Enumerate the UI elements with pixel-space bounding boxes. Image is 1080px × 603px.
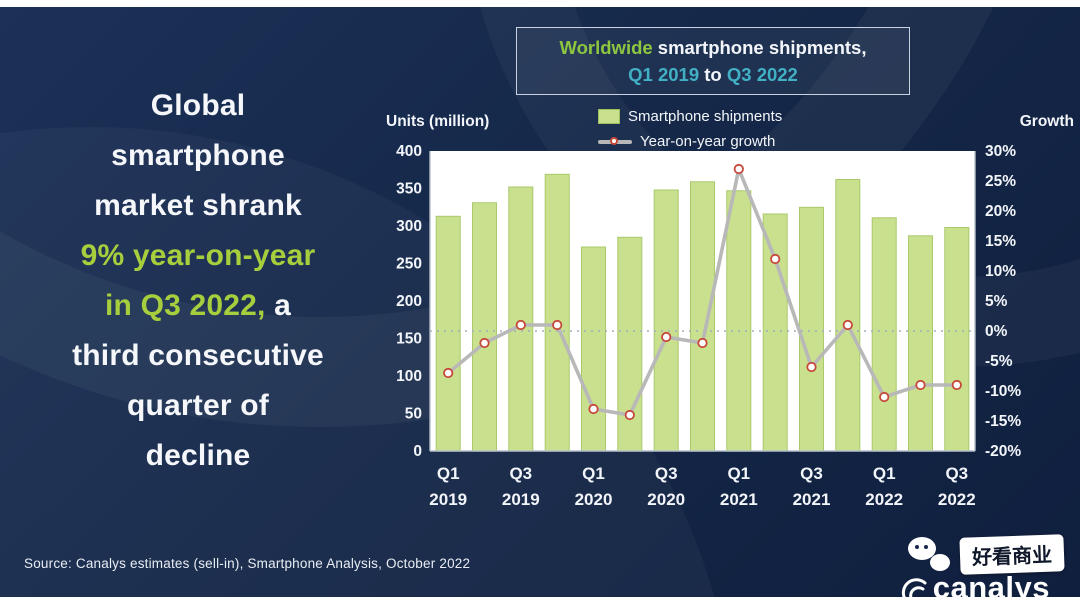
chart-title-line1: Worldwide smartphone shipments, [521,34,905,61]
legend-item-growth: Year-on-year growth [598,129,782,154]
canalys-logo: canalys [899,570,1050,597]
svg-text:-5%: -5% [985,353,1013,370]
svg-text:2020: 2020 [575,490,613,509]
svg-text:Q1: Q1 [582,464,605,483]
svg-text:50: 50 [405,406,422,423]
svg-text:Q1: Q1 [727,464,750,483]
svg-text:150: 150 [396,331,422,348]
svg-text:-15%: -15% [985,413,1021,430]
svg-text:100: 100 [396,368,422,385]
headline-line: market shrank [94,189,302,222]
headline-line: in Q3 2022, a [16,281,380,331]
svg-text:Q3: Q3 [509,464,532,483]
title-teal-segment: Q1 2019 [628,64,700,85]
svg-text:300: 300 [396,218,422,235]
svg-text:-10%: -10% [985,383,1021,400]
title-segment: smartphone shipments, [652,37,867,58]
svg-text:25%: 25% [985,173,1016,190]
title-teal-segment: Q3 2022 [726,64,798,85]
source-note: Source: Canalys estimates (sell-in), Sma… [24,556,471,571]
headline: Global smartphone market shrank 9% year-… [16,81,380,481]
svg-text:350: 350 [396,181,422,198]
legend-item-shipments: Smartphone shipments [598,104,782,129]
svg-text:Q3: Q3 [800,464,823,483]
svg-text:30%: 30% [985,145,1016,160]
headline-line: Global [150,89,246,122]
headline-segment: a [265,289,292,322]
headline-line: smartphone [111,139,285,172]
headline-line: decline [145,439,251,472]
svg-text:Q1: Q1 [437,464,460,483]
svg-text:2021: 2021 [720,490,758,509]
svg-text:20%: 20% [985,203,1016,220]
headline-line-highlight: 9% year-on-year [80,239,316,272]
chart-title-box: Worldwide smartphone shipments, Q1 2019 … [516,27,910,95]
svg-text:Q3: Q3 [655,464,678,483]
svg-text:2019: 2019 [502,490,540,509]
svg-text:Q3: Q3 [945,464,968,483]
svg-text:Q1: Q1 [873,464,896,483]
svg-text:250: 250 [396,256,422,273]
title-green-segment: Worldwide [559,37,653,58]
canalys-wordmark: canalys [932,570,1050,597]
headline-line: third consecutive [72,339,324,372]
wechat-watermark: 好看商业 [908,534,1065,575]
svg-text:400: 400 [396,145,422,160]
svg-text:2022: 2022 [865,490,903,509]
headline-highlight-segment: in Q3 2022, [104,289,266,322]
wechat-icon [908,536,952,573]
svg-text:0%: 0% [985,323,1008,340]
svg-text:-20%: -20% [985,443,1021,460]
svg-text:2022: 2022 [938,490,976,509]
svg-text:5%: 5% [985,293,1008,310]
svg-text:10%: 10% [985,263,1016,280]
shipments-swatch-icon [598,109,620,124]
svg-text:15%: 15% [985,233,1016,250]
svg-text:2020: 2020 [647,490,685,509]
svg-text:2019: 2019 [429,490,467,509]
chart-legend: Smartphone shipments Year-on-year growth [598,104,782,154]
canalys-swoosh-icon [901,578,927,597]
legend-label: Year-on-year growth [640,133,776,150]
right-axis-title: Growth [1019,113,1074,130]
left-axis-title: Units (million) [386,113,490,130]
legend-label: Smartphone shipments [628,108,783,125]
title-segment: to [699,64,727,85]
growth-line-marker-icon [598,134,632,149]
svg-text:200: 200 [396,293,422,310]
headline-line: quarter of [126,389,269,422]
chart-title-line2: Q1 2019 to Q3 2022 [521,61,905,88]
svg-text:2021: 2021 [793,490,831,509]
svg-text:0: 0 [413,443,422,460]
slide-background: Global smartphone market shrank 9% year-… [0,7,1080,597]
combo-chart: 0 50 100 150 200 250 300 350 400 -20% -15% -10% -5% 0… [396,145,1021,509]
watermark-badge: 好看商业 [959,534,1065,575]
